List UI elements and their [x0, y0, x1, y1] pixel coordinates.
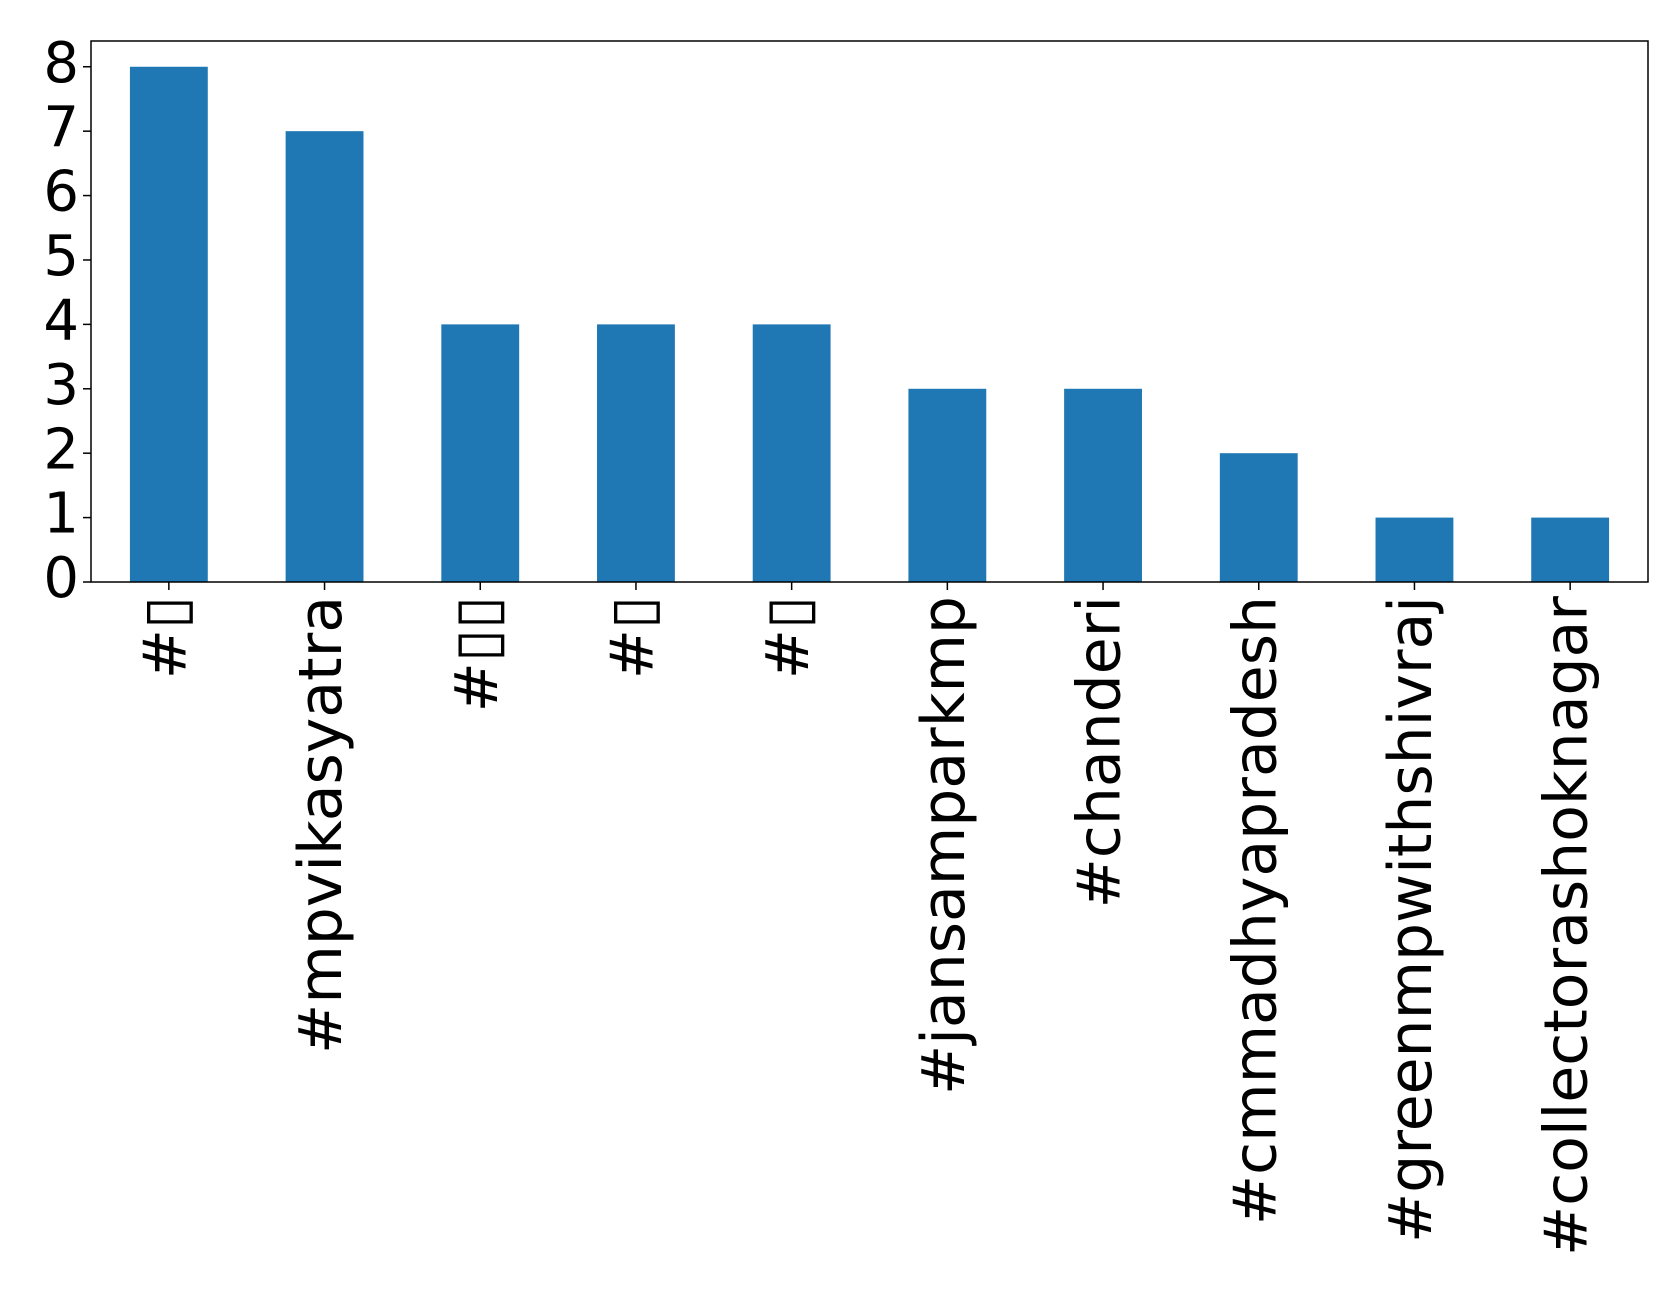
x-tick-label: #▯▯: [442, 596, 512, 712]
x-tick-label: #jansamparkmp: [909, 596, 979, 1095]
bar: [1064, 388, 1142, 582]
x-tick-label: #greenmpwithshivraj: [1376, 596, 1446, 1243]
bar: [597, 324, 675, 582]
bar: [441, 324, 520, 582]
bar: [1375, 517, 1454, 582]
y-tick-label: 5: [43, 224, 79, 289]
x-tick-label: #chanderi: [1065, 596, 1135, 908]
bar: [1531, 517, 1610, 582]
y-tick-label: 1: [43, 482, 79, 547]
x-tick-label: #▯: [598, 596, 668, 679]
x-tick-label: #▯: [753, 596, 823, 679]
y-tick-label: 6: [43, 160, 79, 225]
bar: [285, 131, 364, 582]
y-tick-label: 3: [43, 353, 79, 418]
y-tick-label: 2: [43, 417, 79, 482]
bar: [1219, 453, 1298, 582]
x-tick-label: #▯: [130, 596, 200, 679]
x-tick-label: #mpvikasyatra: [286, 596, 356, 1054]
x-tick-label: #collectorashoknagar: [1532, 596, 1602, 1256]
x-tick-label: #cmmadhyapradesh: [1220, 596, 1290, 1225]
bar: [908, 388, 987, 582]
y-tick-label: 8: [43, 31, 79, 96]
y-tick-label: 0: [43, 546, 79, 611]
bar: [752, 324, 831, 582]
y-tick-label: 4: [43, 289, 79, 354]
bar: [129, 66, 208, 582]
plot-frame: [90, 40, 1649, 583]
y-tick-label: 7: [43, 95, 79, 160]
